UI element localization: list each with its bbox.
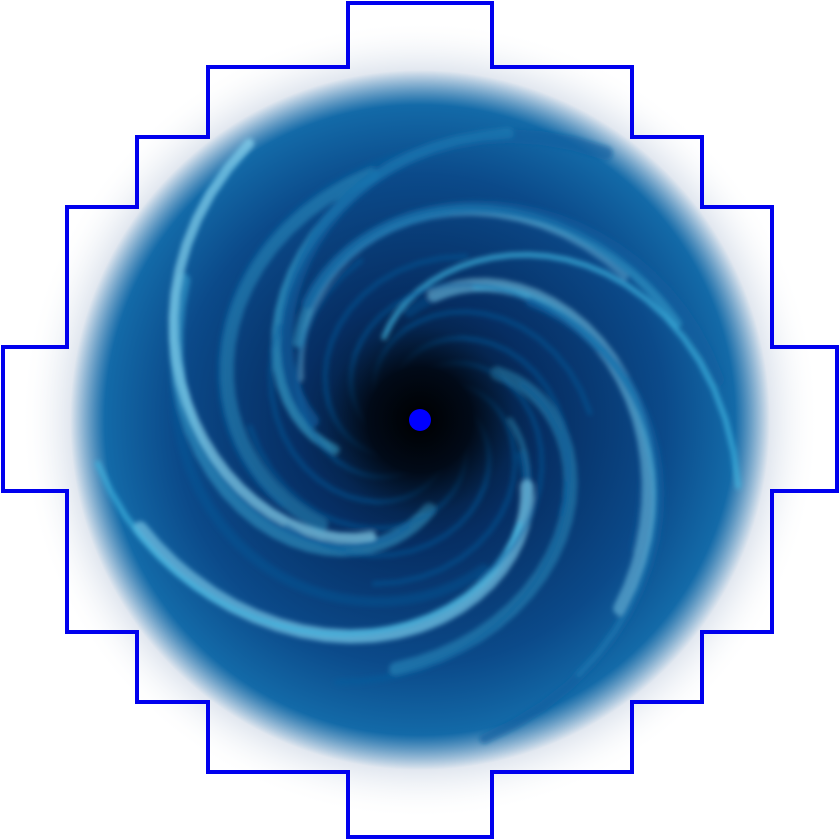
vortex-swirl-arm <box>219 167 379 532</box>
vortex-swirl-arms <box>94 128 742 744</box>
vortex-swirl-arm <box>168 138 377 543</box>
vortex-swirl-arm <box>170 362 489 607</box>
vortex-swirl-arm <box>216 143 448 508</box>
vortex-swirl-arm <box>278 129 613 428</box>
vortex-swirl-arm <box>301 200 725 387</box>
vortex-swirl-arm <box>479 296 665 744</box>
vortex-swirl-arm <box>94 460 523 637</box>
vortex-swirl-arm <box>334 381 571 686</box>
center-dot-icon[interactable] <box>409 409 431 431</box>
